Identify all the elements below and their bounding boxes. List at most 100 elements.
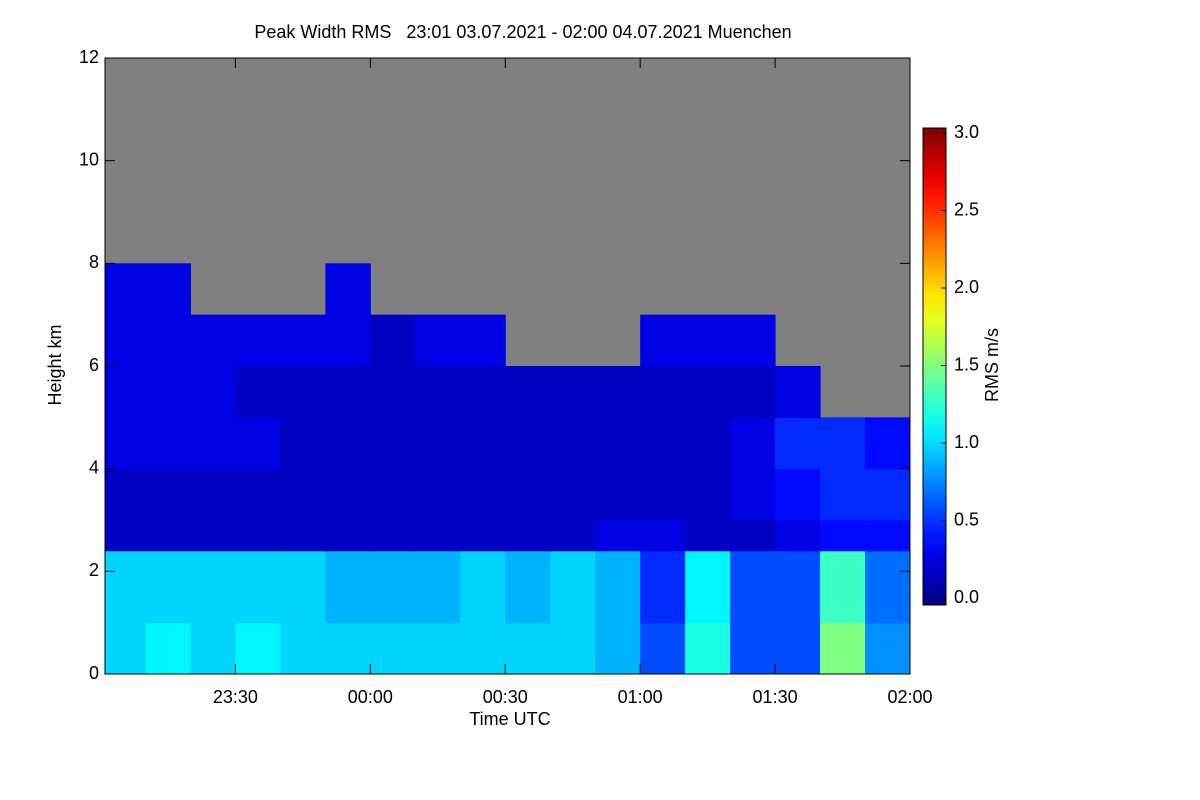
- heatmap-cell: [190, 550, 236, 624]
- heatmap-cell: [550, 366, 596, 418]
- heatmap-cell: [190, 468, 236, 521]
- heatmap-cell: [145, 520, 191, 552]
- heatmap-cell: [460, 366, 506, 418]
- heatmap-cell: [865, 417, 911, 470]
- heatmap-cell: [550, 550, 596, 624]
- heatmap-cell: [370, 366, 416, 418]
- heatmap-cell: [685, 314, 731, 367]
- heatmap-cell: [280, 520, 326, 552]
- heatmap-cell: [325, 366, 371, 418]
- heatmap-cell: [595, 417, 641, 470]
- heatmap-cell: [325, 622, 371, 675]
- heatmap-cell: [280, 622, 326, 675]
- heatmap-cell: [190, 314, 236, 367]
- heatmap-cell: [640, 622, 686, 675]
- heatmap-cell: [145, 468, 191, 521]
- y-tick-label: 6: [89, 355, 99, 375]
- heatmap-cell: [325, 520, 371, 552]
- colorbar-tick-label: 0.0: [954, 587, 979, 607]
- heatmap-cell: [685, 417, 731, 470]
- heatmap-cell: [775, 550, 821, 624]
- heatmap-cell: [105, 314, 146, 367]
- heatmap-cell: [370, 550, 416, 624]
- heatmap-cell: [775, 622, 821, 675]
- heatmap-cell: [550, 520, 596, 552]
- x-tick-label: 02:00: [887, 687, 932, 707]
- colorbar: [922, 127, 947, 606]
- heatmap-cell: [105, 468, 146, 521]
- y-tick-label: 12: [79, 47, 99, 67]
- heatmap-cell: [595, 550, 641, 624]
- heatmap-cell: [820, 520, 866, 552]
- heatmap-cell: [325, 263, 371, 316]
- heatmap-cell: [640, 314, 686, 367]
- heatmap-cell: [775, 366, 821, 418]
- heatmap-cell: [145, 263, 191, 316]
- heatmap-cell: [550, 622, 596, 675]
- heatmap-cell: [505, 366, 551, 418]
- heatmap-cell: [415, 520, 461, 552]
- heatmap-cell: [505, 622, 551, 675]
- heatmap-cell: [685, 468, 731, 521]
- colorbar-tick-label: 0.5: [954, 509, 979, 529]
- heatmap-cell: [460, 468, 506, 521]
- heatmap-cell: [460, 550, 506, 624]
- colorbar-tick-label: 1.5: [954, 354, 979, 374]
- heatmap-cell: [235, 550, 281, 624]
- heatmap-cell: [105, 550, 146, 624]
- heatmap-cell: [235, 366, 281, 418]
- heatmap-cell: [640, 520, 686, 552]
- heatmap-cell: [235, 314, 281, 367]
- heatmap-cell: [730, 314, 776, 367]
- heatmap-cell: [235, 417, 281, 470]
- heatmap-cell: [550, 417, 596, 470]
- heatmap-cell: [190, 417, 236, 470]
- heatmap-cell: [460, 622, 506, 675]
- heatmap-cell: [415, 550, 461, 624]
- x-tick-label: 00:00: [348, 687, 393, 707]
- heatmap-cell: [730, 417, 776, 470]
- heatmap-cell: [415, 366, 461, 418]
- heatmap-cell: [595, 622, 641, 675]
- heatmap-cell: [550, 468, 596, 521]
- heatmap-cell: [280, 366, 326, 418]
- heatmap-cell: [730, 366, 776, 418]
- heatmap-cell: [730, 468, 776, 521]
- heatmap-cell: [685, 520, 731, 552]
- heatmap-cell: [865, 622, 911, 675]
- heatmap-cell: [370, 417, 416, 470]
- heatmap-cell: [820, 622, 866, 675]
- heatmap-cell: [145, 366, 191, 418]
- colorbar-label: RMS m/s: [982, 328, 1002, 402]
- heatmap-cell: [105, 622, 146, 675]
- heatmap-cell: [640, 468, 686, 521]
- heatmap-cell: [820, 550, 866, 624]
- heatmap-cell: [190, 366, 236, 418]
- heatmap-cell: [415, 622, 461, 675]
- heatmap-cell: [685, 550, 731, 624]
- heatmap-cell: [730, 550, 776, 624]
- heatmap-cell: [460, 314, 506, 367]
- heatmap-cell: [595, 366, 641, 418]
- heatmap-cell: [865, 520, 911, 552]
- colorbar-tick-label: 2.0: [954, 277, 979, 297]
- heatmap-cell: [505, 520, 551, 552]
- heatmap-cell: [730, 520, 776, 552]
- heatmap-cell: [105, 263, 146, 316]
- heatmap-cell: [190, 520, 236, 552]
- heatmap-cell: [145, 622, 191, 675]
- colorbar-tick-label: 2.5: [954, 199, 979, 219]
- y-tick-label: 10: [79, 149, 99, 169]
- heatmap-cell: [775, 468, 821, 521]
- heatmap-cell: [370, 314, 416, 367]
- y-tick-label: 0: [89, 663, 99, 683]
- heatmap-cell: [105, 520, 146, 552]
- colorbar-tick-label: 1.0: [954, 432, 979, 452]
- heatmap-cell: [685, 622, 731, 675]
- heatmap-cell: [235, 622, 281, 675]
- heatmap-cell: [280, 550, 326, 624]
- x-tick-label: 23:30: [213, 687, 258, 707]
- heatmap-cell: [730, 622, 776, 675]
- x-tick-label: 01:00: [618, 687, 663, 707]
